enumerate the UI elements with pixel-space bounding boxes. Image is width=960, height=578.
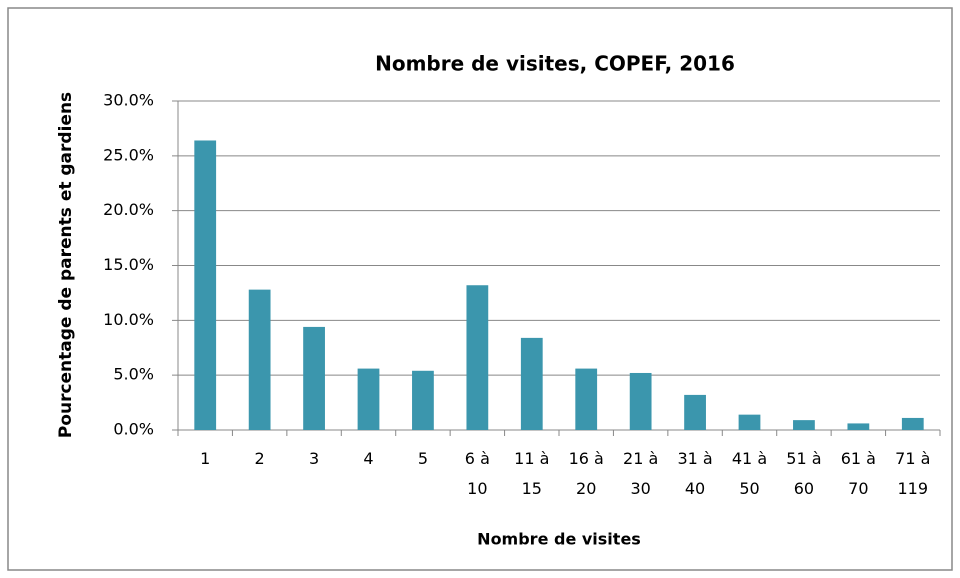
x-axis-title: Nombre de visites: [477, 530, 641, 549]
bar: [684, 394, 706, 430]
y-tick-label: 5.0%: [113, 365, 154, 384]
bar: [466, 285, 489, 430]
x-tick-label: 31 à 40: [677, 449, 713, 498]
y-tick-label: 10.0%: [103, 310, 154, 329]
bar: [793, 420, 815, 430]
y-tick-label: 30.0%: [103, 91, 154, 110]
x-tick-label: 4: [363, 449, 374, 468]
bar: [194, 140, 217, 431]
bar: [847, 423, 870, 430]
y-tick-label: 15.0%: [103, 255, 154, 274]
bar: [412, 370, 434, 430]
x-tick-label: 2: [254, 449, 265, 468]
bar: [629, 372, 652, 430]
x-tick-label: 41 à 50: [731, 449, 768, 498]
y-tick-label: 20.0%: [103, 200, 154, 219]
chart-title: Nombre de visites, COPEF, 2016: [375, 52, 735, 76]
x-tick-label: 71 à 119: [895, 449, 931, 498]
bar: [738, 414, 761, 430]
y-axis-title: Pourcentage de parents et gardiens: [56, 92, 76, 438]
bar: [248, 289, 271, 430]
x-tick-label: 6 à 10: [464, 449, 490, 498]
x-tick-label: 3: [308, 449, 320, 468]
x-tick-label: 1: [200, 449, 211, 468]
x-tick-label: 61 à 70: [840, 449, 876, 498]
y-tick-label: 0.0%: [113, 420, 154, 439]
x-tick-label: 51 à 60: [786, 449, 822, 498]
x-tick-label: 16 à 20: [568, 449, 604, 498]
bar: [357, 368, 380, 430]
bar: [575, 368, 598, 430]
y-tick-label: 25.0%: [103, 145, 154, 164]
x-tick-label: 21 à 30: [623, 449, 659, 498]
x-tick-label: 5: [417, 449, 429, 468]
bar: [303, 326, 325, 430]
bar: [901, 417, 924, 430]
x-tick-label: 11 à 15: [514, 449, 550, 498]
bar: [520, 337, 543, 430]
